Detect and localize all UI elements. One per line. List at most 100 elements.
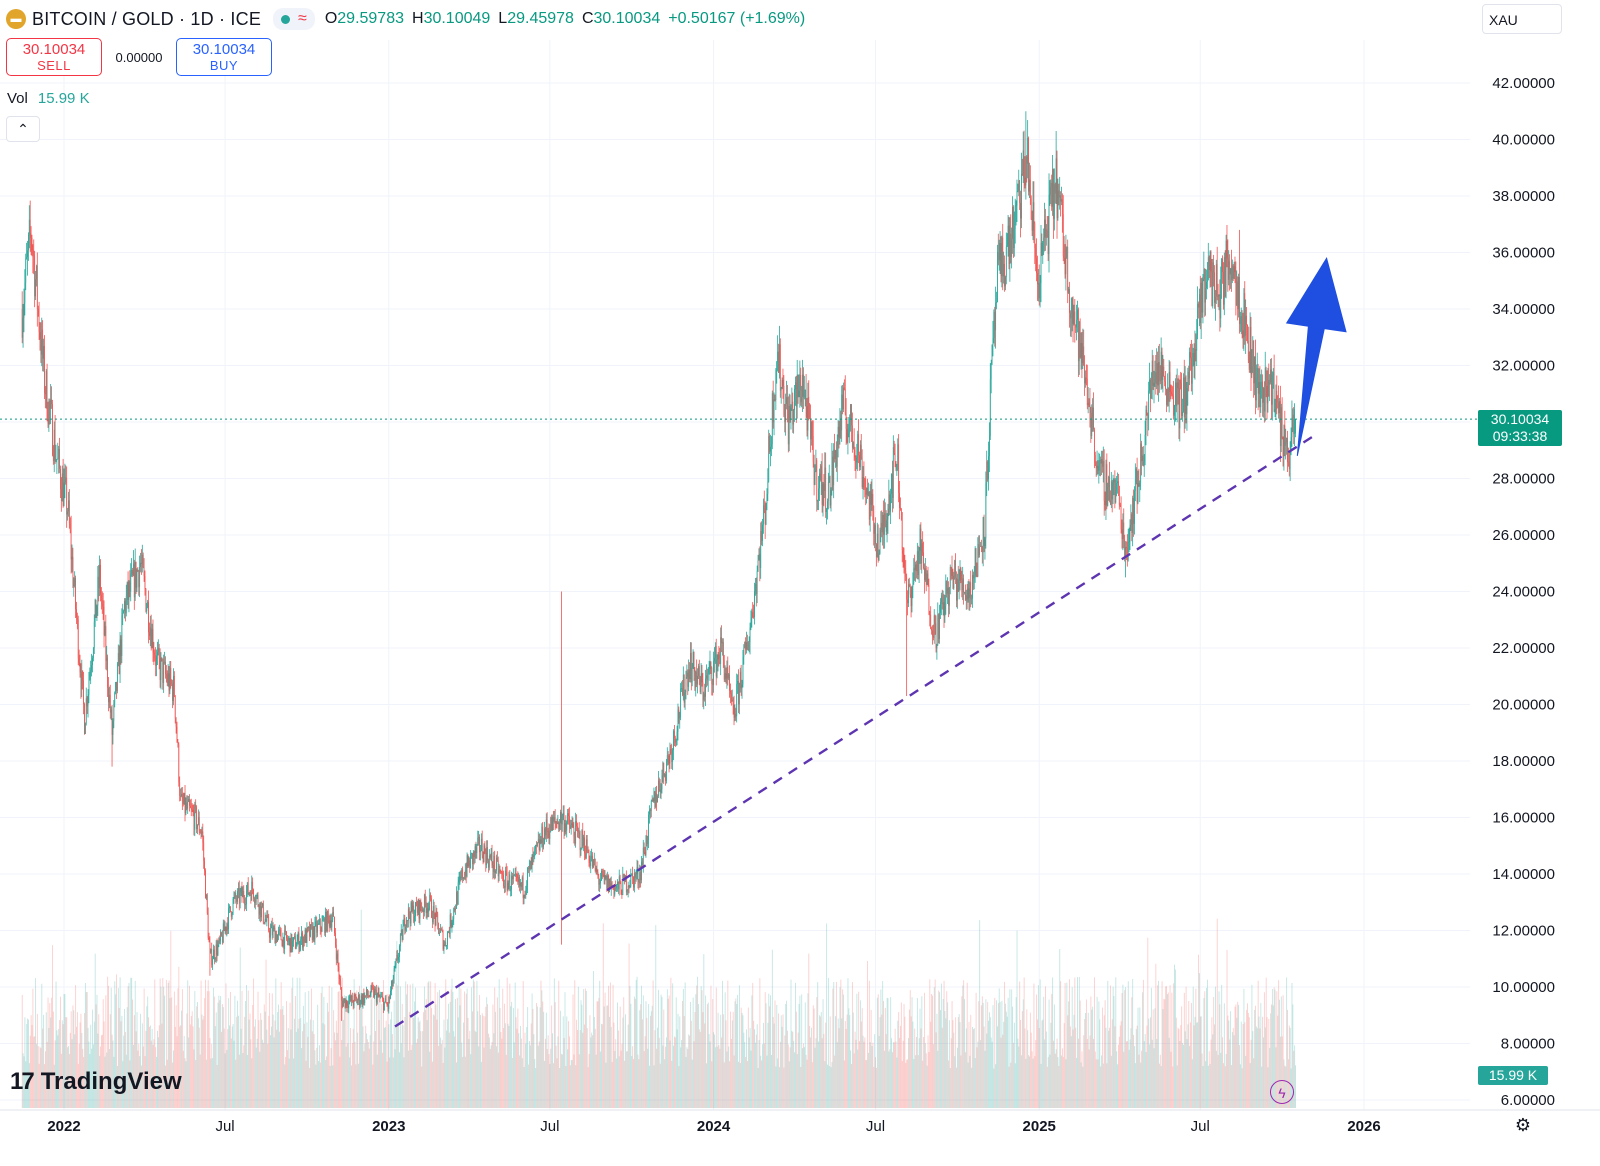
volume-bar <box>807 993 808 1108</box>
candle <box>223 920 224 944</box>
volume-bar <box>1107 981 1108 1108</box>
volume-bar <box>282 1009 283 1108</box>
volume-bar <box>631 1056 632 1108</box>
candle <box>759 548 760 560</box>
volume-legend[interactable]: Vol 15.99 K <box>7 90 90 107</box>
candle <box>1203 274 1204 323</box>
volume-bar <box>324 1024 325 1108</box>
candle <box>1234 262 1235 279</box>
candle <box>652 795 653 802</box>
candle <box>176 717 177 733</box>
volume-bar <box>568 1021 569 1108</box>
candle <box>92 655 93 672</box>
y-axis[interactable]: 6.000008.0000010.0000012.0000014.0000016… <box>1492 75 1555 1109</box>
volume-bar <box>468 1018 469 1108</box>
volume-bar <box>728 1046 729 1108</box>
volume-bar <box>852 982 853 1108</box>
volume-bar <box>1083 1035 1084 1108</box>
volume-bar <box>1169 1038 1170 1108</box>
volume-bar <box>1188 1001 1189 1108</box>
candle <box>339 962 340 984</box>
candle <box>302 931 303 951</box>
candle <box>907 590 908 615</box>
candle <box>1212 259 1213 308</box>
candle <box>818 476 819 510</box>
volume-bar <box>867 961 868 1108</box>
tradingview-logo[interactable]: 17 TradingView <box>10 1068 182 1096</box>
candle <box>555 809 556 830</box>
lightning-icon[interactable]: ϟ <box>1270 1080 1294 1104</box>
volume-bar <box>385 1027 386 1108</box>
volume-bar <box>706 1063 707 1108</box>
candle <box>252 877 253 894</box>
volume-bar <box>1266 978 1267 1108</box>
candle <box>570 820 571 829</box>
candle <box>803 367 804 409</box>
candle <box>945 574 946 614</box>
candle <box>634 869 635 892</box>
candle <box>1166 389 1167 413</box>
candle <box>282 939 283 946</box>
x-axis[interactable]: 2022 Jul 2023 Jul 2024 Jul 2025 Jul 2026 <box>47 1118 1380 1135</box>
candle <box>505 867 506 893</box>
candle <box>898 434 899 502</box>
volume-bar <box>747 1061 748 1108</box>
candle <box>143 553 144 569</box>
volume-bar <box>883 1001 884 1108</box>
volume-bar <box>334 1032 335 1108</box>
candle <box>473 850 474 869</box>
market-status-pill[interactable]: ≈ <box>273 8 315 30</box>
candle <box>155 647 156 676</box>
candle <box>61 477 62 512</box>
candle <box>153 642 154 665</box>
candle <box>118 644 119 666</box>
candle <box>1009 217 1010 281</box>
volume-bar <box>1126 1041 1127 1108</box>
volume-bar <box>315 1050 316 1108</box>
candle <box>804 376 805 399</box>
volume-bar <box>515 983 516 1108</box>
volume-bar <box>296 1032 297 1108</box>
volume-bar <box>550 1049 551 1108</box>
sell-button[interactable]: 30.10034 SELL <box>6 38 102 76</box>
candle <box>541 823 542 847</box>
candle <box>303 936 304 951</box>
volume-bar <box>264 1004 265 1108</box>
volume-bar <box>916 1037 917 1108</box>
volume-bar <box>382 1053 383 1108</box>
volume-bar <box>309 1068 310 1108</box>
volume-bar <box>476 981 477 1108</box>
volume-bar <box>845 1021 846 1108</box>
candle <box>57 443 58 460</box>
candle <box>461 868 462 880</box>
candle <box>244 895 245 911</box>
x-tick-label: Jul <box>866 1118 885 1135</box>
candle <box>335 928 336 948</box>
candle <box>210 936 211 975</box>
collapse-legend-button[interactable]: ⌃ <box>6 116 40 142</box>
volume-bar <box>559 1068 560 1108</box>
candle <box>498 857 499 883</box>
candle <box>896 461 897 471</box>
volume-bar <box>712 999 713 1108</box>
gear-icon[interactable]: ⚙ <box>1512 1114 1534 1136</box>
volume-bar <box>1164 999 1165 1108</box>
trendline-drawing[interactable] <box>395 433 1318 1026</box>
symbol-title[interactable]: BITCOIN / GOLD · 1D · ICE <box>32 9 261 30</box>
volume-bar <box>829 1066 830 1108</box>
volume-bar <box>953 1020 954 1108</box>
buy-button[interactable]: 30.10034 BUY <box>176 38 272 76</box>
volume-bar <box>494 987 495 1108</box>
candle <box>1050 179 1051 204</box>
volume-bar <box>415 988 416 1108</box>
volume-bar <box>370 1035 371 1108</box>
gold-bars-icon[interactable]: ▬ <box>6 9 26 29</box>
volume-bar <box>462 1057 463 1108</box>
candle <box>929 611 930 627</box>
candle <box>1282 397 1283 439</box>
candle <box>795 377 796 406</box>
currency-selector[interactable]: XAU <box>1482 4 1562 34</box>
volume-bar <box>999 988 1000 1108</box>
volume-bar <box>650 1016 651 1108</box>
